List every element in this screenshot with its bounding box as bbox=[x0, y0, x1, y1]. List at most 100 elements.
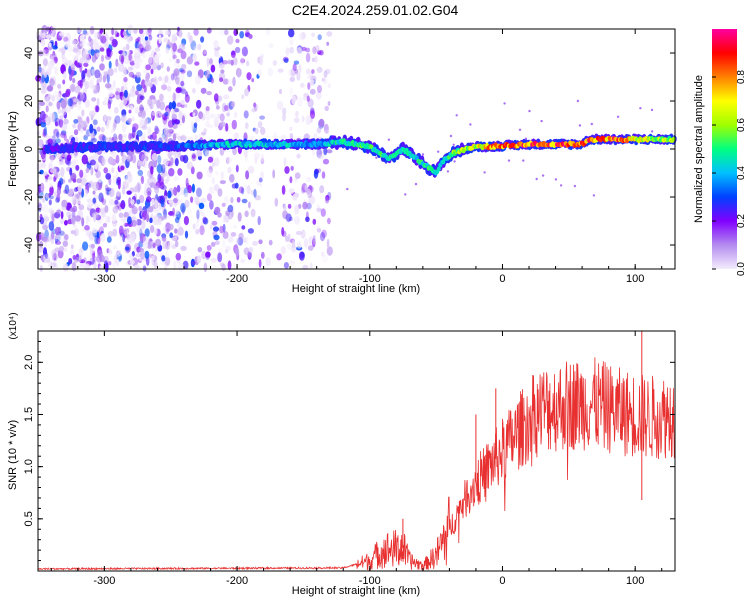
noise-speck bbox=[169, 57, 173, 63]
noise-speck bbox=[92, 39, 99, 49]
noise-speck bbox=[181, 115, 185, 124]
noise-speck bbox=[224, 249, 229, 254]
noise-speck bbox=[322, 254, 328, 263]
noise-speck bbox=[317, 85, 322, 93]
noise-speck bbox=[60, 99, 67, 109]
noise-speck bbox=[128, 132, 132, 140]
noise-speck bbox=[160, 198, 165, 208]
noise-speck bbox=[239, 31, 245, 39]
noise-speck bbox=[178, 29, 183, 38]
noise-speck bbox=[309, 88, 316, 95]
noise-speck bbox=[190, 258, 195, 268]
noise-speck bbox=[132, 257, 138, 267]
noise-speck bbox=[36, 35, 42, 41]
noise-speck bbox=[48, 102, 54, 107]
noise-speck bbox=[375, 156, 378, 159]
noise-speck bbox=[312, 235, 316, 245]
noise-speck bbox=[163, 37, 169, 42]
noise-speck bbox=[60, 211, 64, 220]
noise-speck bbox=[276, 253, 282, 261]
noise-speck bbox=[148, 57, 154, 65]
noise-speck bbox=[150, 252, 155, 258]
noise-speck bbox=[208, 186, 214, 195]
noise-speck bbox=[162, 239, 169, 250]
noise-speck bbox=[253, 103, 258, 111]
noise-speck bbox=[233, 224, 238, 229]
noise-speck bbox=[316, 127, 322, 134]
noise-speck bbox=[153, 227, 158, 236]
noise-speck bbox=[205, 120, 210, 128]
spectrogram-x-ticks: -300 -200 -100 0 100 bbox=[50, 29, 663, 285]
noise-speck bbox=[141, 51, 147, 59]
noise-speck bbox=[174, 228, 178, 234]
noise-speck bbox=[168, 223, 174, 231]
noise-speck bbox=[167, 190, 172, 199]
y-tick-label: 0 bbox=[23, 146, 35, 152]
noise-speck bbox=[59, 230, 65, 236]
noise-speck bbox=[296, 72, 301, 81]
noise-speck bbox=[81, 109, 85, 117]
y-tick-label: 1.5 bbox=[23, 407, 35, 422]
noise-speck bbox=[177, 168, 183, 176]
noise-speck bbox=[147, 206, 154, 213]
noise-speck bbox=[290, 165, 294, 171]
noise-speck bbox=[57, 249, 64, 259]
noise-speck bbox=[243, 110, 249, 119]
noise-speck bbox=[71, 195, 76, 205]
noise-speck bbox=[176, 102, 183, 107]
noise-speck bbox=[108, 261, 112, 266]
noise-speck bbox=[83, 175, 87, 184]
noise-speck bbox=[276, 100, 284, 111]
noise-speck bbox=[142, 240, 148, 250]
noise-speck bbox=[81, 75, 85, 83]
noise-speck bbox=[483, 171, 486, 174]
noise-speck bbox=[174, 209, 180, 215]
noise-speck bbox=[180, 80, 185, 87]
noise-speck bbox=[142, 132, 147, 139]
noise-speck bbox=[215, 170, 219, 176]
snr-y-multiplier: (x10⁴) bbox=[8, 312, 19, 339]
noise-speck bbox=[95, 211, 100, 220]
noise-speck bbox=[307, 74, 313, 80]
noise-speck bbox=[170, 73, 175, 81]
noise-speck bbox=[180, 202, 186, 213]
noise-speck bbox=[56, 209, 62, 214]
noise-speck bbox=[202, 49, 207, 57]
noise-speck bbox=[143, 84, 147, 93]
noise-speck bbox=[49, 112, 55, 122]
noise-speck bbox=[299, 251, 305, 261]
noise-speck bbox=[166, 42, 172, 48]
noise-speck bbox=[104, 205, 109, 213]
noise-speck bbox=[168, 101, 173, 110]
noise-speck bbox=[210, 64, 216, 73]
noise-speck bbox=[179, 155, 186, 162]
noise-speck bbox=[126, 118, 133, 124]
noise-speck bbox=[112, 262, 117, 268]
noise-speck bbox=[45, 105, 49, 113]
noise-speck bbox=[51, 95, 55, 102]
noise-speck bbox=[61, 201, 68, 211]
noise-speck bbox=[316, 148, 323, 159]
noise-speck bbox=[151, 111, 158, 116]
noise-speck bbox=[650, 130, 654, 133]
noise-speck bbox=[113, 28, 118, 35]
snr-panel: -300 -200 -100 0 100 0.5 1.0 1.5 2.0 Height of … bbox=[7, 312, 676, 597]
noise-speck bbox=[207, 156, 214, 163]
noise-speck bbox=[54, 121, 58, 127]
noise-speck bbox=[283, 204, 287, 212]
noise-speck bbox=[83, 134, 88, 140]
noise-speck bbox=[73, 129, 79, 136]
noise-speck bbox=[83, 135, 88, 141]
noise-speck bbox=[159, 101, 165, 111]
noise-speck bbox=[244, 88, 249, 97]
noise-speck bbox=[227, 236, 234, 243]
noise-speck bbox=[298, 203, 302, 209]
noise-speck bbox=[230, 59, 234, 66]
noise-speck bbox=[237, 212, 242, 222]
noise-speck bbox=[63, 118, 69, 125]
noise-speck bbox=[114, 199, 119, 205]
noise-speck bbox=[294, 216, 300, 225]
noise-speck bbox=[47, 236, 51, 243]
y-tick-label: 40 bbox=[23, 47, 35, 59]
noise-speck bbox=[137, 169, 144, 176]
